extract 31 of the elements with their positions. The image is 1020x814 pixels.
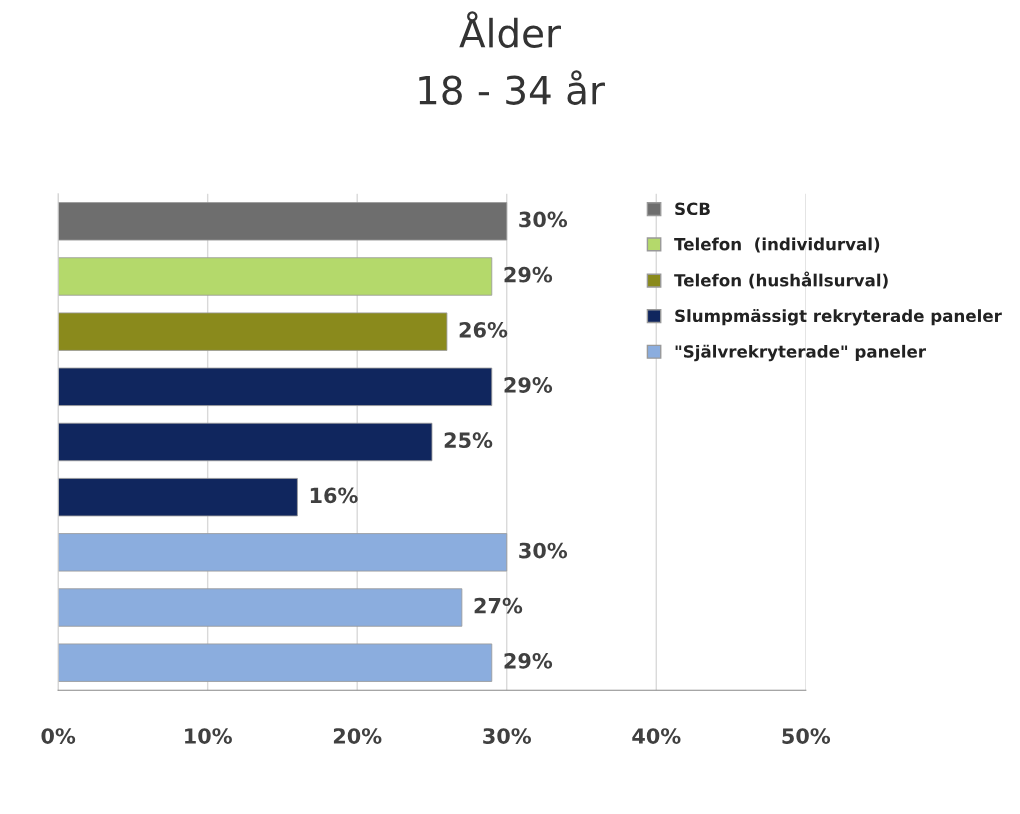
data-label: 30% xyxy=(519,542,568,559)
legend-label: Telefon (individurval) xyxy=(674,237,880,253)
data-label: 29% xyxy=(504,652,553,669)
x-tick-label: 20% xyxy=(333,728,382,744)
bar xyxy=(58,643,493,682)
bar xyxy=(58,422,433,462)
legend-label: Slumpmässigt rekryterade paneler xyxy=(675,308,1002,326)
bar xyxy=(58,312,448,351)
legend-label: SCB xyxy=(675,202,710,216)
legend-label: Telefon (hushållsurval) xyxy=(674,271,888,289)
chart-title: Ålder xyxy=(459,11,561,48)
legend-label: "Självrekryterade" paneler xyxy=(675,344,926,362)
data-label: 29% xyxy=(504,266,553,283)
data-label: 16% xyxy=(310,487,358,504)
bar xyxy=(58,588,463,627)
x-tick-label: 50% xyxy=(782,728,831,744)
x-tick-label: 40% xyxy=(632,728,681,744)
data-label: 25% xyxy=(444,432,493,449)
data-label: 29% xyxy=(504,377,553,393)
bar xyxy=(58,477,298,517)
bar xyxy=(58,202,508,241)
chart-subtitle: 18 - 34 år xyxy=(419,70,605,105)
x-tick-label: 0% xyxy=(41,728,76,744)
data-label: 27% xyxy=(474,597,523,614)
data-label: 26% xyxy=(459,321,508,338)
x-tick-label: 10% xyxy=(185,728,232,744)
bar xyxy=(58,367,493,407)
x-tick-label: 30% xyxy=(483,728,532,744)
bar xyxy=(58,257,493,296)
bar xyxy=(58,533,508,572)
data-label: 30% xyxy=(519,211,568,228)
